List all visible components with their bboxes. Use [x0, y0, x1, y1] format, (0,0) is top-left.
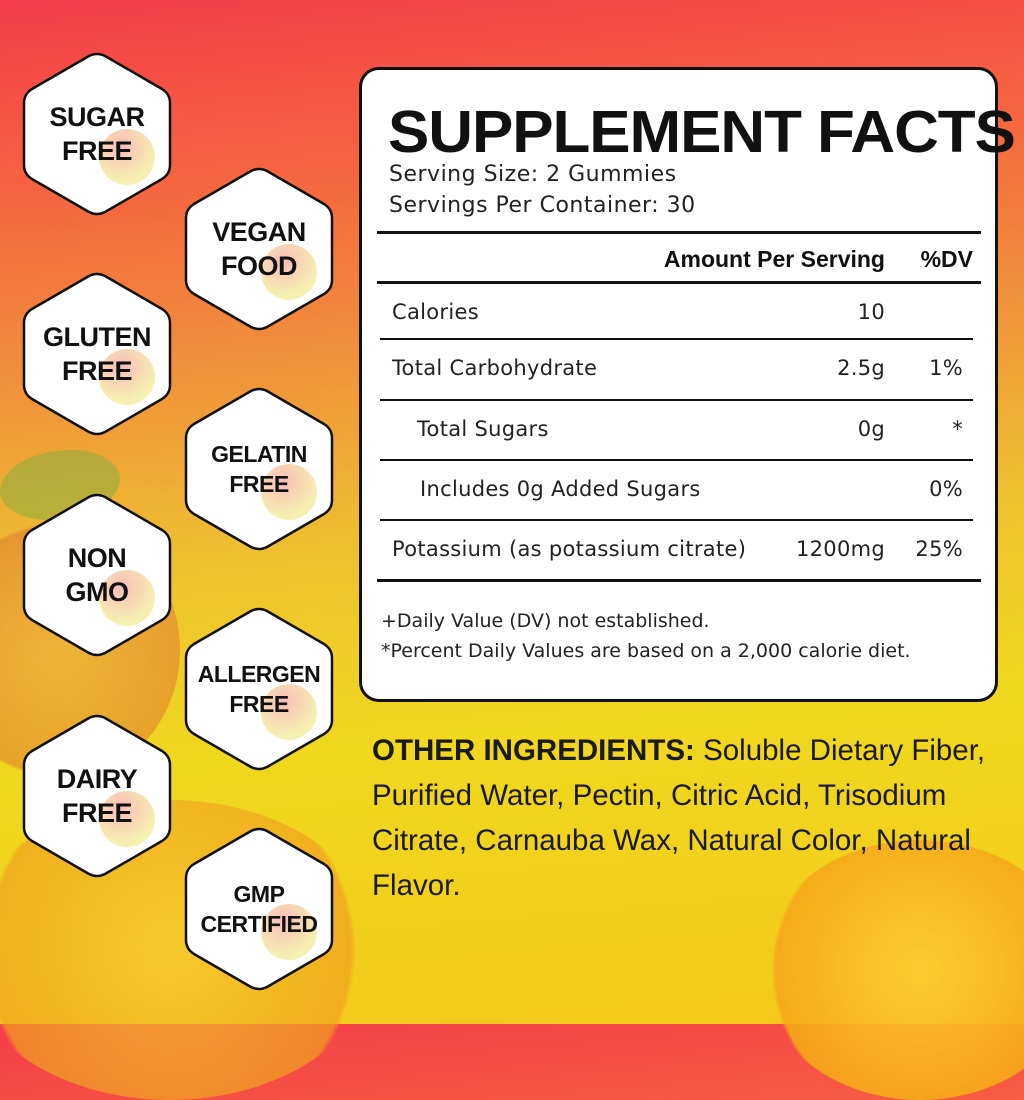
badge-sugar-free: SUGAR FREE	[21, 51, 173, 217]
nutrient-amount: 0g	[857, 417, 885, 441]
badge-accent-dot	[261, 244, 317, 300]
row-divider	[380, 338, 973, 340]
header-amount: Amount Per Serving	[663, 246, 885, 272]
footnote-dv: +Daily Value (DV) not established.	[381, 610, 710, 632]
badge-line1: SUGAR	[49, 102, 145, 132]
row-divider	[380, 519, 973, 521]
nutrient-dv: *	[952, 417, 963, 441]
badge-dairy-free: DAIRY FREE	[21, 713, 173, 879]
badge-line2: FREE	[229, 471, 289, 497]
badge-line1: DAIRY	[56, 764, 138, 794]
header-dv: %DV	[920, 246, 973, 272]
nutrient-name: Includes 0g Added Sugars	[420, 477, 701, 501]
badge-line2: FREE	[229, 691, 289, 717]
badge-line1: GELATIN	[211, 441, 307, 467]
badge-line2: CERTIFIED	[200, 911, 318, 937]
badge-line1: GLUTEN	[43, 322, 152, 352]
badge-accent-dot	[99, 791, 155, 847]
badge-line1: ALLERGEN	[197, 661, 321, 687]
badge-vegan-food: VEGAN FOOD	[183, 166, 335, 332]
badge-non-gmo: NON GMO	[21, 492, 173, 658]
divider	[377, 281, 981, 284]
footnote-percent: *Percent Daily Values are based on a 2,0…	[381, 640, 911, 662]
nutrient-name: Potassium (as potassium citrate)	[392, 537, 747, 561]
nutrient-dv: 0%	[929, 477, 963, 501]
badge-gmp-certified: GMP CERTIFIED	[183, 826, 335, 992]
serving-size: Serving Size: 2 Gummies	[389, 162, 677, 187]
badge-accent-dot	[261, 904, 317, 960]
badge-accent-dot	[261, 684, 317, 740]
servings-per-container: Servings Per Container: 30	[389, 193, 696, 218]
nutrient-amount: 2.5g	[837, 356, 885, 380]
facts-title: SUPPLEMENT FACTS	[388, 99, 1016, 165]
facts-row: Includes 0g Added Sugars 0%	[362, 477, 995, 507]
badge-line1: GMP	[233, 881, 285, 907]
row-divider	[380, 399, 973, 401]
nutrient-dv: 1%	[929, 356, 963, 380]
supplement-facts-panel: SUPPLEMENT FACTS Serving Size: 2 Gummies…	[359, 67, 1016, 702]
nutrient-name: Calories	[392, 300, 479, 324]
badge-accent-dot	[99, 570, 155, 626]
facts-row: Total Sugars 0g *	[362, 417, 995, 447]
badge-line2: FREE	[61, 356, 133, 386]
other-ingredients: OTHER INGREDIENTS: Soluble Dietary Fiber…	[372, 728, 1002, 908]
badge-line2: GMO	[65, 577, 130, 607]
divider	[377, 579, 981, 582]
nutrient-amount: 10	[857, 300, 885, 324]
badge-line2: FOOD	[221, 251, 298, 281]
badge-line1: VEGAN	[212, 217, 306, 247]
badge-allergen-free: ALLERGEN FREE	[183, 606, 335, 772]
nutrient-name: Total Carbohydrate	[392, 356, 598, 380]
nutrient-amount: 1200mg	[795, 537, 885, 561]
facts-row: Total Carbohydrate 2.5g 1%	[362, 356, 995, 386]
ingredients-text: Soluble Dietary Fiber, Purified Water, P…	[372, 734, 986, 902]
ingredients-label: OTHER INGREDIENTS:	[372, 734, 695, 767]
badge-gluten-free: GLUTEN FREE	[21, 271, 173, 437]
divider	[377, 231, 981, 234]
facts-row: Calories 10	[362, 300, 995, 330]
badge-accent-dot	[99, 129, 155, 185]
nutrient-dv: 25%	[915, 537, 963, 561]
nutrient-name: Total Sugars	[417, 417, 549, 441]
badge-line2: FREE	[61, 798, 133, 828]
badge-accent-dot	[261, 464, 317, 520]
facts-row: Potassium (as potassium citrate) 1200mg 25…	[362, 537, 995, 567]
badge-line1: NON	[67, 543, 127, 573]
badge-line2: FREE	[61, 136, 133, 166]
row-divider	[380, 459, 973, 461]
badge-gelatin-free: GELATIN FREE	[183, 386, 335, 552]
badge-accent-dot	[99, 349, 155, 405]
